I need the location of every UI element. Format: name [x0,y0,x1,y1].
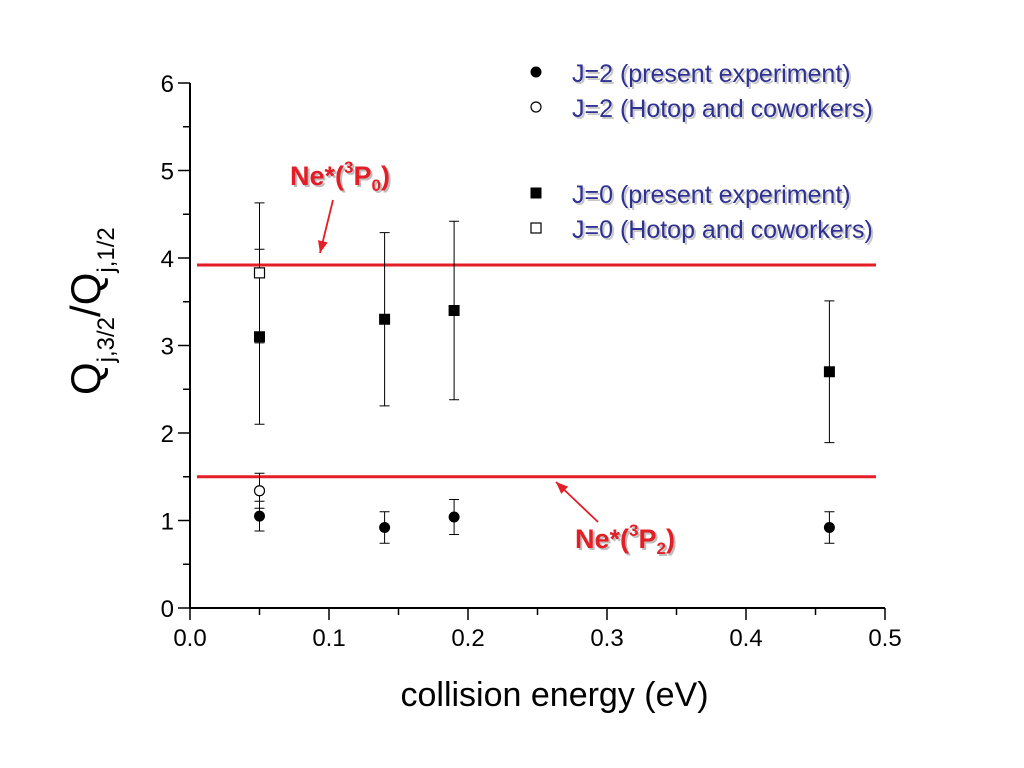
annotation-label-end: ) [381,161,390,191]
legend-marker [530,66,542,78]
annotation-shadow-sup: 3 [631,523,640,542]
data-point [254,510,265,522]
x-tick-label: 0.4 [729,625,762,652]
x-tick-label: 0.0 [173,625,206,652]
annotation-shadow-end: ) [383,163,392,193]
legend: J=2 (present experiment)J=2 (present exp… [530,60,875,246]
data-point [254,331,265,343]
legend-label: J=0 (present experiment) [572,181,851,209]
y-tick-label: 6 [161,71,174,98]
data-point [253,485,266,497]
annotation-arrowhead [556,482,569,494]
annotation-label-sup: 3 [344,158,353,177]
annotation-shadow-mid: P [640,526,658,556]
legend-marker [530,222,542,234]
data-point [823,522,835,533]
legend-label: J=2 (Hotop and coworkers) [572,95,873,123]
y-axis-title-base: Q [62,362,109,395]
y-tick-label: 3 [161,334,174,361]
legend-label-shadow: J=2 (Hotop and coworkers) [574,97,875,125]
legend-label: J=0 (Hotop and coworkers) [572,216,873,244]
data-point [379,313,391,325]
y-tick-label: 4 [161,246,174,273]
data-point [253,267,266,279]
annotation-label-mid: P [353,161,371,191]
y-tick-label: 0 [161,596,174,623]
legend-label: J=2 (present experiment) [572,60,851,88]
x-tick-label: 0.2 [451,625,484,652]
annotation-label-base: Ne*( [290,161,344,191]
annotation-shadow-sub: 0 [374,178,383,197]
legend-marker [530,101,542,113]
annotation-shadow-end: ) [668,526,677,556]
annotation-label: Ne*(3P2) [575,521,675,558]
y-tick-label: 2 [161,421,174,448]
data-point [379,522,391,533]
annotation-shadow-sub: 2 [659,541,668,560]
x-tick-label: 0.1 [312,625,345,652]
annotation-arrowhead [318,240,328,253]
annotation-label-mid: P [638,524,656,554]
legend-label-shadow: J=2 (present experiment) [574,62,853,90]
annotation-label-sub: 0 [372,176,381,195]
annotation-label: Ne*(3P0) [290,158,390,195]
annotation-label-sub: 2 [657,539,666,558]
data-point [448,511,460,523]
y-axis-title-sub2: j,1/2 [93,227,120,273]
annotation-label-sup: 3 [629,521,638,540]
legend-marker [530,187,542,199]
y-axis-title-sep: /Q [62,273,109,317]
data-point [823,366,835,378]
annotation-shadow-base: Ne*( [577,526,631,556]
data-point [448,305,460,316]
annotation-shadow-base: Ne*( [292,163,346,193]
legend-label-shadow: J=0 (present experiment) [574,183,853,211]
x-axis-title: collision energy (eV) [400,676,708,714]
annotation-shadow-mid: P [355,163,373,193]
y-axis-title: Qj,3/2/Qj,1/2 [62,227,120,395]
legend-label-shadow: J=0 (Hotop and coworkers) [574,218,875,246]
y-axis-title-sub1: j,3/2 [93,317,120,363]
y-tick-label: 5 [161,159,174,186]
x-tick-label: 0.3 [590,625,623,652]
annotation-label-end: ) [666,524,675,554]
annotation-shadow-sup: 3 [346,160,355,179]
y-tick-label: 1 [161,509,174,536]
annotation-shadow: Ne*(3P2) [577,523,677,560]
annotation-shadow: Ne*(3P0) [292,160,392,197]
annotation-label-base: Ne*( [575,524,629,554]
x-tick-label: 0.5 [868,625,901,652]
